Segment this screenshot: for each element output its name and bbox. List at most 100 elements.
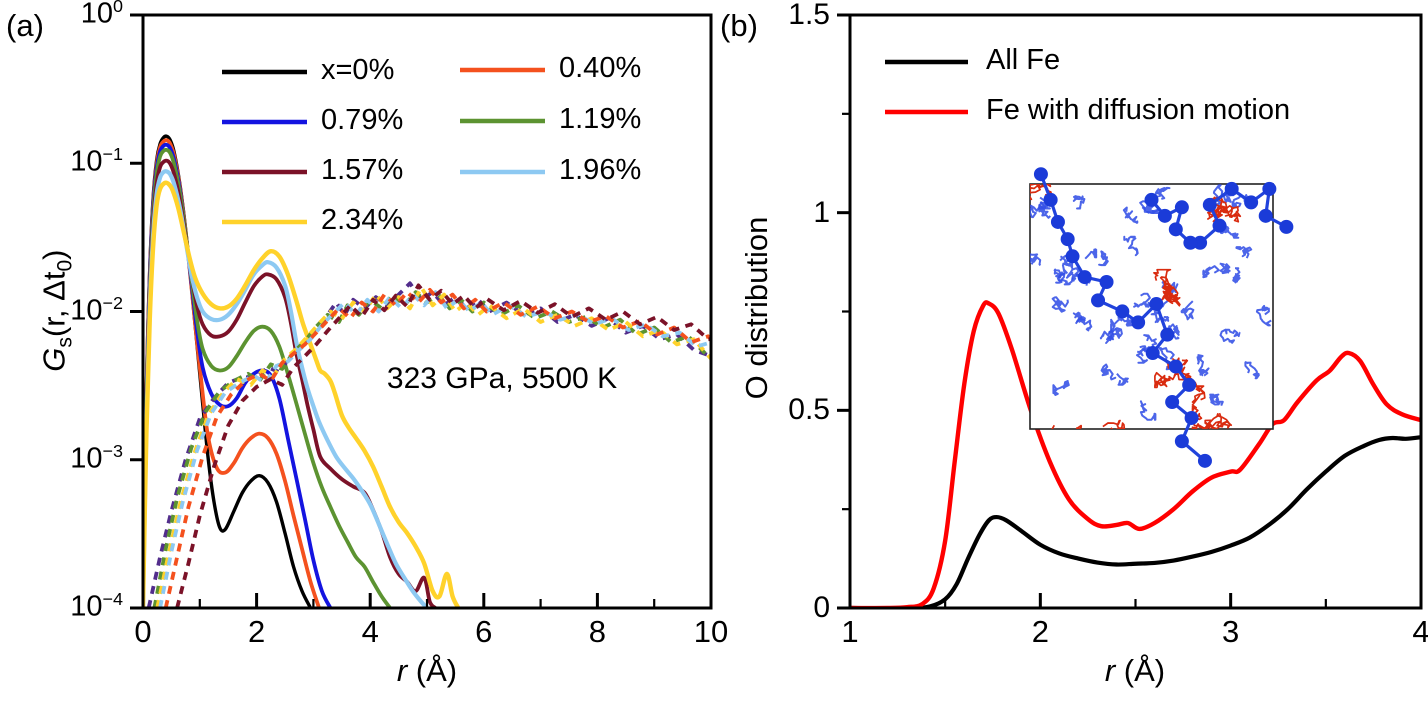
b-legend-0-label: All Fe <box>986 44 1061 76</box>
b-legend-1-label: Fe with diffusion motion <box>986 94 1291 126</box>
b-y-ticklabel-1: 1 <box>813 195 830 229</box>
a-y-ticklabel-−4: 10−4 <box>70 589 123 623</box>
inset-chain-dot <box>1077 270 1092 285</box>
inset-chain-dot <box>1099 275 1114 289</box>
inset-chain-dot <box>1184 410 1199 425</box>
a-legend-1.57-label: 1.57% <box>321 154 404 186</box>
inset-chain-dot <box>1144 192 1159 207</box>
curve-2.34dashed <box>155 285 711 608</box>
panel-b-label: (b) <box>720 8 758 43</box>
inset-chain-dot <box>1157 208 1172 223</box>
inset-blob <box>1150 310 1170 324</box>
inset-blob <box>1122 206 1139 224</box>
inset-blob <box>1053 268 1066 284</box>
inset-blob <box>1100 363 1117 381</box>
panel-b-curves <box>850 300 1421 608</box>
panel-a-ylabel-sub-0: 0 <box>53 259 77 272</box>
inset-blob <box>1123 235 1139 257</box>
inset-chain-dot <box>1193 235 1208 250</box>
inset-chain-dot <box>1160 327 1175 342</box>
inset-blob <box>1084 248 1098 260</box>
b-x-ticklabel-1: 1 <box>841 614 859 649</box>
a-legend-0.40-label: 0.40% <box>559 52 642 84</box>
curve-1.19solid <box>143 147 392 608</box>
inset-red-trajectory <box>1153 268 1181 307</box>
inset-blob <box>1158 347 1175 371</box>
b-x-ticklabel-2: 2 <box>1031 614 1049 649</box>
curve-1.19dashed <box>152 290 711 608</box>
inset-red-trajectory <box>1030 184 1053 203</box>
panel-b-xlabel-unit: (Å) <box>1115 653 1166 688</box>
inset-blob <box>1099 327 1115 344</box>
inset-chain-dot <box>1115 304 1130 319</box>
panel-a-xlabel: r (Å) <box>327 653 527 689</box>
a-y-ticklabel-−3: 10−3 <box>70 440 123 475</box>
inset-blob <box>1072 195 1086 210</box>
b-y-ticklabel-0: 0 <box>813 591 830 624</box>
inset-blob <box>1232 267 1241 284</box>
inset-blob <box>1038 204 1052 219</box>
a-y-ticklabel-0: 100 <box>80 0 123 30</box>
inset-chain-dot <box>1258 208 1273 223</box>
curve-2.34solid <box>143 180 461 608</box>
inset-chain-dot <box>1050 214 1065 229</box>
inset-chain-dot <box>1174 434 1189 449</box>
inset-chain-dot <box>1145 346 1160 361</box>
inset-blob <box>1030 253 1042 267</box>
inset-chain-dot <box>1131 315 1146 330</box>
b-x-ticklabel-3: 3 <box>1222 614 1240 649</box>
curve-AllFe <box>850 435 1421 608</box>
panel-a-ylabel-sub-s: s <box>53 337 77 348</box>
a-x-ticklabel-2: 2 <box>247 614 266 649</box>
inset-blob <box>1154 186 1171 200</box>
inset-red-trajectory <box>1102 419 1126 429</box>
a-x-ticklabel-10: 10 <box>693 614 729 649</box>
inset-chain-dot <box>1197 453 1212 468</box>
inset-chain-dot <box>1149 297 1164 312</box>
a-legend-x0-label: x=0% <box>321 54 395 86</box>
panel-a-label: (a) <box>6 8 44 43</box>
a-x-ticklabel-8: 8 <box>588 614 607 649</box>
inset-blob <box>1065 267 1080 282</box>
a-y-ticklabel-−1: 10−1 <box>70 144 123 178</box>
panel-a-ylabel-G: G <box>36 347 72 372</box>
inset-chain-dot <box>1168 222 1183 237</box>
inset-blob <box>1052 380 1070 396</box>
inset-fe-chain <box>1033 167 1294 468</box>
panel-b-xlabel-r: r <box>1104 653 1116 688</box>
inset-blob <box>1056 264 1074 286</box>
inset-blob <box>1180 300 1195 321</box>
inset-blob <box>1244 361 1260 380</box>
inset-chain-dot <box>1033 167 1048 182</box>
inset-chain-dot <box>1174 200 1189 215</box>
inset-blob <box>1167 323 1180 340</box>
inset-chain-dot <box>1043 192 1058 207</box>
panel-a-curves <box>143 134 711 608</box>
inset-chain-dot <box>1202 197 1217 212</box>
inset-blob <box>1139 400 1157 421</box>
inset-blob <box>1196 354 1210 377</box>
b-x-ticklabel-4: 4 <box>1412 614 1428 649</box>
inset-chain-dot <box>1091 293 1106 308</box>
inset-chain-dot <box>1165 395 1180 410</box>
panel-a-xlabel-r: r <box>396 653 408 688</box>
inset-chain-dot <box>1224 181 1239 196</box>
inset-blob <box>1219 328 1241 344</box>
a-x-ticklabel-0: 0 <box>134 614 152 649</box>
inset-blob <box>1051 296 1069 313</box>
inset-chain-dot <box>1244 195 1259 210</box>
curve-1.96solid <box>143 169 430 608</box>
inset-chain-dot <box>1212 218 1227 233</box>
inset-chain-dot <box>1262 181 1277 196</box>
inset-chain-dot <box>1060 232 1075 247</box>
inset-chain-dot <box>1182 377 1197 392</box>
inset-blob <box>1219 262 1231 275</box>
curve-1.96dashed <box>158 290 711 608</box>
inset-chain-dot <box>1065 249 1080 264</box>
a-x-ticklabel-6: 6 <box>475 614 493 649</box>
b-y-ticklabel-0.5: 0.5 <box>788 393 830 427</box>
inset-blob <box>1202 265 1220 279</box>
b-y-ticklabel-1.5: 1.5 <box>788 0 830 31</box>
